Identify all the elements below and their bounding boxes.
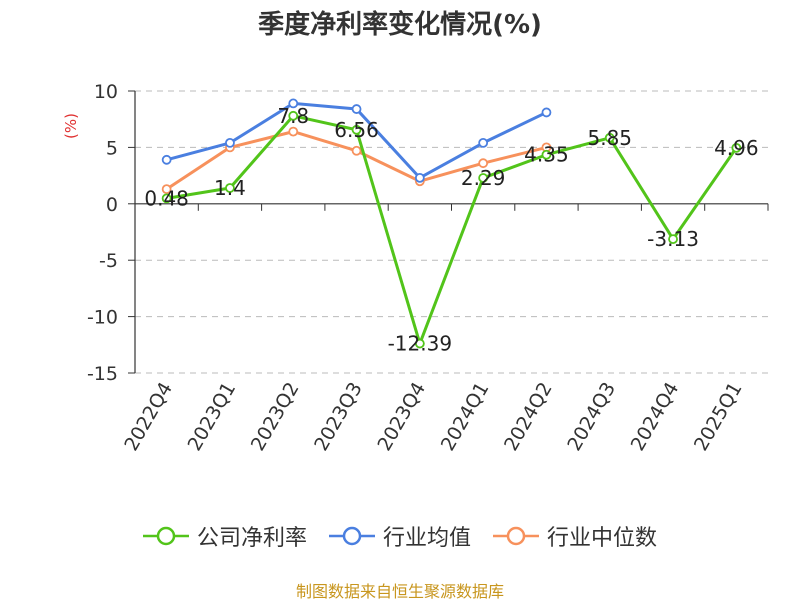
data-point-1 bbox=[225, 137, 235, 148]
data-point-2 bbox=[288, 126, 299, 137]
data-label: 0.48 bbox=[144, 186, 189, 210]
data-point-1 bbox=[478, 137, 489, 148]
source-note: 制图数据来自恒生聚源数据库 bbox=[295, 582, 504, 601]
data-point-0 bbox=[225, 183, 235, 193]
y-axis-label: (%) bbox=[62, 113, 80, 139]
data-point-0 bbox=[604, 132, 615, 143]
data-label: 4.96 bbox=[714, 136, 759, 160]
data-label: 6.56 bbox=[334, 118, 379, 142]
chart-title: 季度净利率变化情况(%) bbox=[258, 10, 542, 40]
x-tick-label: 2024Q2 bbox=[500, 379, 557, 455]
data-point-1 bbox=[351, 104, 362, 114]
legend-item-avg[interactable]: 行业均值 bbox=[328, 520, 471, 552]
y-tick-label: -5 bbox=[99, 250, 118, 272]
data-label: 4.35 bbox=[524, 143, 569, 167]
data-point-0 bbox=[161, 193, 172, 204]
legend-swatch-median bbox=[493, 526, 539, 546]
series-line-0 bbox=[166, 114, 738, 346]
data-label: 7.8 bbox=[277, 104, 309, 128]
legend-swatch-avg bbox=[328, 526, 375, 546]
x-tick-label: 2024Q1 bbox=[437, 379, 494, 455]
legend-label-avg: 行业均值 bbox=[382, 526, 471, 551]
legend-swatch-company bbox=[142, 526, 189, 546]
data-point-0 bbox=[288, 110, 299, 121]
legend-label-median: 行业中位数 bbox=[547, 526, 658, 551]
legend-item-company[interactable]: 公司净利率 bbox=[142, 520, 307, 552]
legend-label-company: 公司净利率 bbox=[196, 526, 307, 551]
data-label: 1.4 bbox=[214, 176, 246, 200]
data-label: 5.85 bbox=[587, 126, 632, 150]
y-tick-label: 5 bbox=[106, 137, 118, 159]
x-tick-label: 2025Q1 bbox=[690, 379, 747, 455]
x-tick-label: 2023Q4 bbox=[373, 379, 430, 455]
y-tick-label: -10 bbox=[87, 307, 118, 329]
x-tick-label: 2024Q4 bbox=[627, 379, 684, 455]
data-point-1 bbox=[414, 172, 425, 183]
data-point-0 bbox=[668, 234, 678, 245]
data-label: -3.13 bbox=[647, 227, 699, 251]
data-point-2 bbox=[351, 145, 362, 156]
data-point-1 bbox=[161, 154, 172, 165]
data-point-0 bbox=[731, 142, 742, 153]
data-point-0 bbox=[414, 338, 425, 349]
legend: 公司净利率 行业均值 行业中位数 bbox=[0, 520, 800, 552]
y-tick-label: -15 bbox=[87, 363, 118, 385]
data-point-0 bbox=[541, 149, 552, 160]
data-point-2 bbox=[478, 158, 489, 169]
y-tick-label: 10 bbox=[94, 81, 118, 103]
y-tick-label: 0 bbox=[106, 194, 118, 216]
x-tick-label: 2024Q3 bbox=[563, 379, 620, 455]
data-point-2 bbox=[161, 184, 172, 195]
data-point-1 bbox=[541, 107, 552, 118]
data-point-0 bbox=[351, 124, 362, 135]
x-tick-label: 2022Q4 bbox=[120, 379, 177, 455]
data-label: 2.29 bbox=[461, 166, 506, 190]
x-tick-label: 2023Q2 bbox=[247, 379, 304, 455]
x-tick-label: 2023Q1 bbox=[184, 379, 241, 455]
data-point-0 bbox=[478, 173, 489, 183]
data-point-1 bbox=[288, 98, 299, 109]
legend-item-median[interactable]: 行业中位数 bbox=[493, 520, 657, 552]
data-label: -12.39 bbox=[388, 332, 452, 356]
x-tick-label: 2023Q3 bbox=[310, 379, 367, 455]
